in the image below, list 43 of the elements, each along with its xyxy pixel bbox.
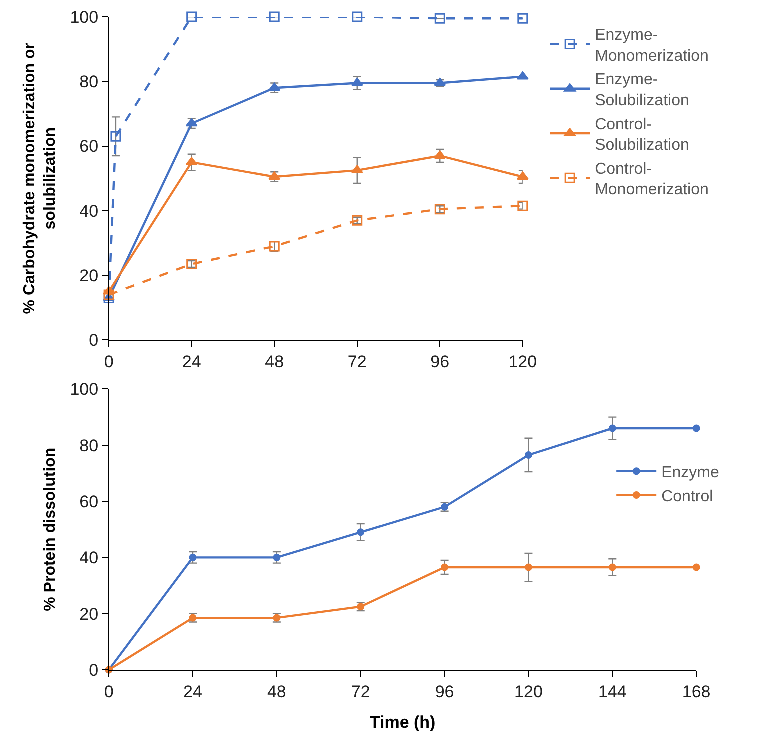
x-tick-label: 24 bbox=[184, 682, 202, 702]
x-tick-label: 120 bbox=[508, 352, 538, 372]
point bbox=[357, 528, 365, 536]
y-axis-title: % Carbohydrate monomerization or solubilization bbox=[21, 43, 60, 314]
x-tick-label: 144 bbox=[598, 682, 627, 702]
x-tick-label: 168 bbox=[682, 682, 711, 702]
point bbox=[608, 424, 616, 432]
x-tick-label: 24 bbox=[182, 352, 202, 372]
x-tick-label: 96 bbox=[435, 682, 454, 702]
point bbox=[524, 451, 532, 459]
point bbox=[441, 564, 449, 572]
y-axis-title: % Protein dissolution bbox=[42, 448, 60, 612]
y-tick-label: 40 bbox=[80, 202, 99, 221]
legend-label: Enzyme-Solubilization bbox=[595, 72, 690, 110]
y-tick-label: 0 bbox=[89, 660, 99, 680]
x-tick-label: 120 bbox=[514, 682, 543, 702]
point bbox=[524, 564, 532, 572]
legend-label: Enzyme bbox=[662, 464, 720, 482]
legend-label: Control-Monomerization bbox=[595, 160, 709, 199]
y-tick-label: 20 bbox=[80, 266, 99, 286]
point bbox=[608, 564, 616, 572]
y-tick-label: 100 bbox=[70, 8, 99, 27]
y-tick-label: 80 bbox=[80, 72, 99, 92]
y-tick-label: 40 bbox=[80, 548, 99, 568]
point bbox=[692, 564, 700, 572]
x-tick-label: 96 bbox=[430, 352, 450, 372]
legend-label: Control-Solubilization bbox=[595, 116, 690, 154]
y-tick-label: 60 bbox=[80, 137, 99, 156]
x-tick-label: 48 bbox=[265, 352, 284, 372]
x-tick-label: 0 bbox=[104, 682, 114, 702]
point bbox=[692, 424, 700, 432]
y-tick-label: 20 bbox=[80, 604, 99, 624]
y-tick-label: 100 bbox=[70, 380, 99, 400]
x-tick-label: 0 bbox=[104, 352, 114, 372]
y-tick-label: 60 bbox=[80, 492, 99, 512]
x-tick-label: 48 bbox=[267, 682, 286, 702]
x-axis-title: Time (h) bbox=[370, 712, 436, 732]
x-tick-label: 72 bbox=[351, 682, 370, 702]
y-tick-label: 0 bbox=[89, 331, 99, 350]
x-tick-label: 72 bbox=[348, 352, 367, 372]
y-tick-label: 80 bbox=[80, 436, 99, 456]
legend-label: Control bbox=[662, 488, 714, 506]
legend-label: Enzyme-Monomerization bbox=[595, 27, 709, 65]
